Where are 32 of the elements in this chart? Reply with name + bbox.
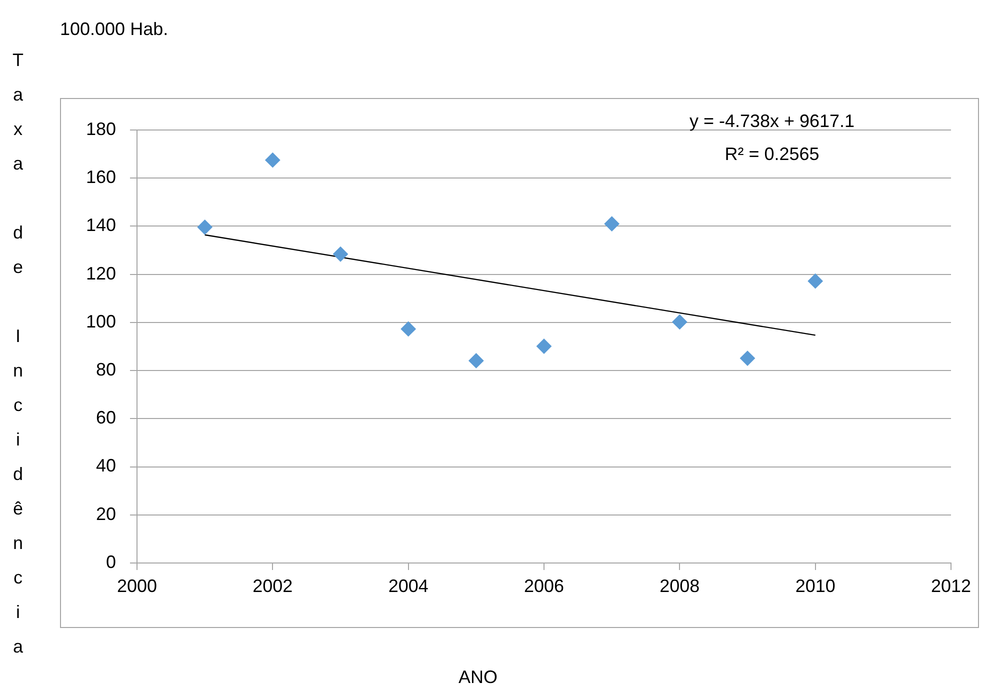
y-tick-label: 120 xyxy=(86,263,116,284)
x-tick-label: 2000 xyxy=(116,576,158,596)
point xyxy=(604,216,620,232)
x-tick-label: 2004 xyxy=(388,576,428,596)
y-tick-label: 60 xyxy=(96,408,116,428)
x-axis-title: ANO xyxy=(458,666,498,687)
point xyxy=(536,338,552,354)
y-tick-label: 0 xyxy=(106,552,116,572)
x-tick-label: 2002 xyxy=(252,576,293,596)
y-tick-label: 20 xyxy=(96,504,116,524)
point xyxy=(808,274,823,289)
point xyxy=(400,321,416,336)
point xyxy=(197,220,212,235)
point xyxy=(672,314,688,330)
annotation: R² = 0.2565 xyxy=(724,144,820,164)
y-tick-label: 160 xyxy=(86,167,116,188)
y-tick-label: 100 xyxy=(86,311,116,332)
y-axis-title: Taxa de Incidência xyxy=(8,50,28,671)
point xyxy=(333,246,348,262)
x-tick-label: 2006 xyxy=(524,576,564,596)
point xyxy=(265,152,280,168)
x-tick-label: 2010 xyxy=(795,576,836,596)
annotation: y = -4.738x + 9617.1 xyxy=(689,110,855,131)
x-tick-label: 2012 xyxy=(930,576,972,596)
point xyxy=(468,353,484,368)
point xyxy=(740,350,755,366)
y-tick-label: 80 xyxy=(96,360,116,380)
y-tick-label: 180 xyxy=(86,118,116,139)
y-tick-label: 40 xyxy=(96,456,116,476)
x-tick-label: 2008 xyxy=(660,576,700,596)
text: 100.000 Hab. xyxy=(60,18,168,39)
y-tick-label: 140 xyxy=(86,215,116,236)
